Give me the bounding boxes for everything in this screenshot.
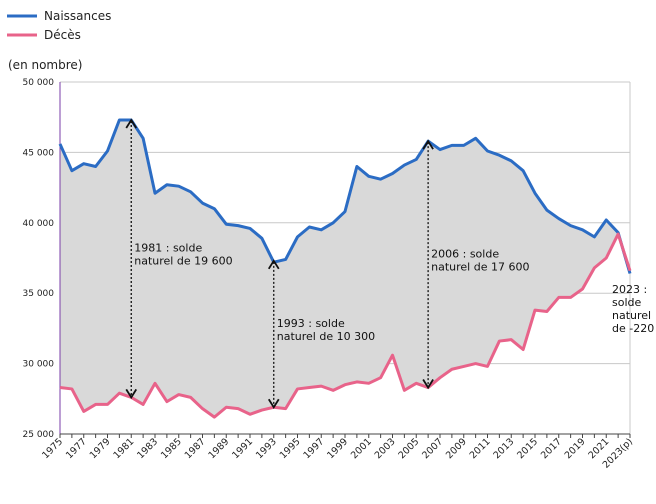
x-tick-label: 1975 (40, 436, 65, 461)
annotation-label: 2023 : (612, 283, 647, 296)
annotation-arrowhead-up (125, 118, 138, 129)
annotation-arrowhead-up (422, 139, 434, 150)
annotation-label: naturel de 10 300 (277, 330, 375, 343)
x-tick-label: 1985 (159, 436, 184, 461)
x-tick-label: 2019 (563, 436, 588, 461)
annotation-arrowhead-down (267, 398, 280, 409)
x-tick-label: 2013 (491, 436, 516, 461)
x-tick-label: 1983 (135, 436, 160, 461)
annotation-arrowhead-up (267, 259, 280, 270)
x-tick-label: 2003 (373, 436, 398, 461)
annotation-label: 2006 : solde (431, 247, 499, 260)
y-tick-label: 50 000 (23, 78, 55, 88)
x-tick-label: 1977 (64, 436, 89, 461)
x-tick-label: 1995 (278, 436, 303, 461)
x-tick-label: 2015 (515, 436, 540, 461)
series-line (59, 232, 632, 419)
legend: Naissances Décès (7, 9, 111, 42)
x-tick-label: 1997 (301, 436, 326, 461)
y-tick-label: 25 000 (23, 430, 55, 440)
y-tick-label: 35 000 (23, 289, 55, 299)
x-tick-label: 2011 (468, 436, 493, 461)
annotation-arrowhead-down (422, 379, 434, 390)
x-tick-label: 1989 (206, 436, 231, 461)
x-tick-label: 1979 (88, 436, 113, 461)
legend-label: Décès (44, 28, 81, 42)
y-axis-unit-label: (en nombre) (8, 58, 82, 72)
x-tick-label: 2009 (444, 436, 469, 461)
x-tick-label: 1987 (183, 436, 208, 461)
x-tick-label: 2007 (420, 436, 445, 461)
x-tick-label: 2017 (539, 436, 564, 461)
annotation-label: naturel de 19 600 (134, 255, 232, 268)
x-tick-label: 1991 (230, 436, 255, 461)
annotation-label: 1993 : solde (277, 317, 345, 330)
x-tick-label: 1993 (254, 436, 279, 461)
annotation-label: 1981 : solde (134, 242, 202, 255)
x-tick-label: 1981 (111, 436, 136, 461)
y-tick-label: 30 000 (23, 360, 55, 370)
legend-label: Naissances (44, 9, 111, 23)
fill-between-area (60, 120, 630, 418)
x-tick-label: 2005 (396, 436, 421, 461)
annotation-arrowhead-down (125, 388, 138, 400)
annotation-label: naturel (612, 309, 651, 322)
annotation-label: naturel de 17 600 (431, 260, 529, 273)
x-tick-label: 2001 (349, 436, 374, 461)
area-between-series (60, 120, 630, 418)
series-line (58, 118, 632, 274)
y-tick-label: 45 000 (23, 148, 55, 158)
series-lines (58, 118, 632, 419)
x-tick-label: 1999 (325, 436, 350, 461)
annotation-label: de -220 (612, 322, 654, 335)
annotation-label: solde (612, 296, 641, 309)
y-tick-label: 40 000 (23, 219, 55, 229)
